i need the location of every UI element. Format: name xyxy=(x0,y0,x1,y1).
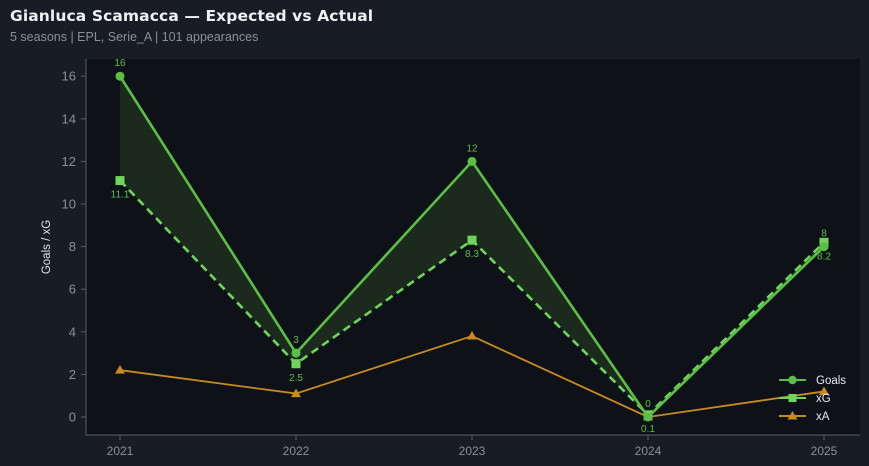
triangle-marker-icon xyxy=(115,365,125,374)
svg-text:xA: xA xyxy=(816,411,830,423)
circle-marker-icon xyxy=(291,348,301,358)
chart-title: Gianluca Scamacca — Expected vs Actual xyxy=(10,7,374,25)
y-tick-label: 6 xyxy=(69,282,76,297)
series-goals xyxy=(115,71,829,422)
triangle-marker-icon xyxy=(291,388,301,398)
xg-value-label: 8.2 xyxy=(817,251,831,262)
legend-item-xg: xG xyxy=(779,393,831,405)
square-marker-icon xyxy=(115,176,125,186)
legend-item-xa: xA xyxy=(779,411,830,423)
y-axis-label: Goals / xG xyxy=(41,220,53,274)
goals-value-label: 3 xyxy=(293,335,299,346)
x-tick-label: 2022 xyxy=(283,444,310,458)
xg-value-label: 2.5 xyxy=(289,373,303,384)
y-tick-label: 4 xyxy=(69,324,76,339)
circle-marker-icon xyxy=(819,242,829,252)
square-marker-icon xyxy=(788,394,797,402)
x-tick-label: 2024 xyxy=(635,444,662,458)
x-axis-ticks: 2021 2022 2023 2024 2025 xyxy=(107,435,838,458)
goals-value-label: 8 xyxy=(821,229,827,240)
x-tick-label: 2023 xyxy=(459,444,486,458)
goals-value-label: 16 xyxy=(114,58,126,69)
circle-marker-icon xyxy=(115,71,125,81)
xg-value-label: 8.3 xyxy=(465,249,479,260)
circle-marker-icon xyxy=(467,156,477,166)
circle-marker-icon xyxy=(788,375,797,385)
triangle-marker-icon xyxy=(819,386,829,395)
y-tick-label: 8 xyxy=(69,239,76,254)
circle-marker-icon xyxy=(643,412,653,422)
y-tick-label: 16 xyxy=(62,69,76,84)
y-tick-label: 0 xyxy=(69,410,76,425)
xg-value-label: 0.1 xyxy=(641,424,655,435)
goals-value-label: 0 xyxy=(645,399,651,410)
y-tick-label: 10 xyxy=(62,197,76,212)
square-marker-icon xyxy=(467,235,477,245)
data-labels: 16 3 12 0 8 11.1 2.5 8.3 0.1 8.2 xyxy=(111,58,832,435)
triangle-marker-icon xyxy=(467,331,477,340)
legend-item-goals: Goals xyxy=(779,375,846,387)
y-axis-ticks: 0 2 4 6 8 10 12 14 16 xyxy=(62,69,86,425)
y-tick-label: 12 xyxy=(62,154,76,169)
chart-subtitle: 5 seasons | EPL, Serie_A | 101 appearanc… xyxy=(10,30,259,44)
x-tick-label: 2025 xyxy=(811,444,838,458)
x-tick-label: 2021 xyxy=(107,444,134,458)
y-tick-label: 14 xyxy=(62,111,76,126)
y-tick-label: 2 xyxy=(69,367,76,382)
xg-value-label: 11.1 xyxy=(111,190,130,201)
goals-value-label: 12 xyxy=(466,143,478,154)
square-marker-icon xyxy=(291,359,301,369)
svg-text:Goals: Goals xyxy=(816,375,846,387)
svg-text:xG: xG xyxy=(816,393,831,405)
legend: Goals xG xA xyxy=(779,375,846,423)
triangle-marker-icon xyxy=(787,411,798,420)
